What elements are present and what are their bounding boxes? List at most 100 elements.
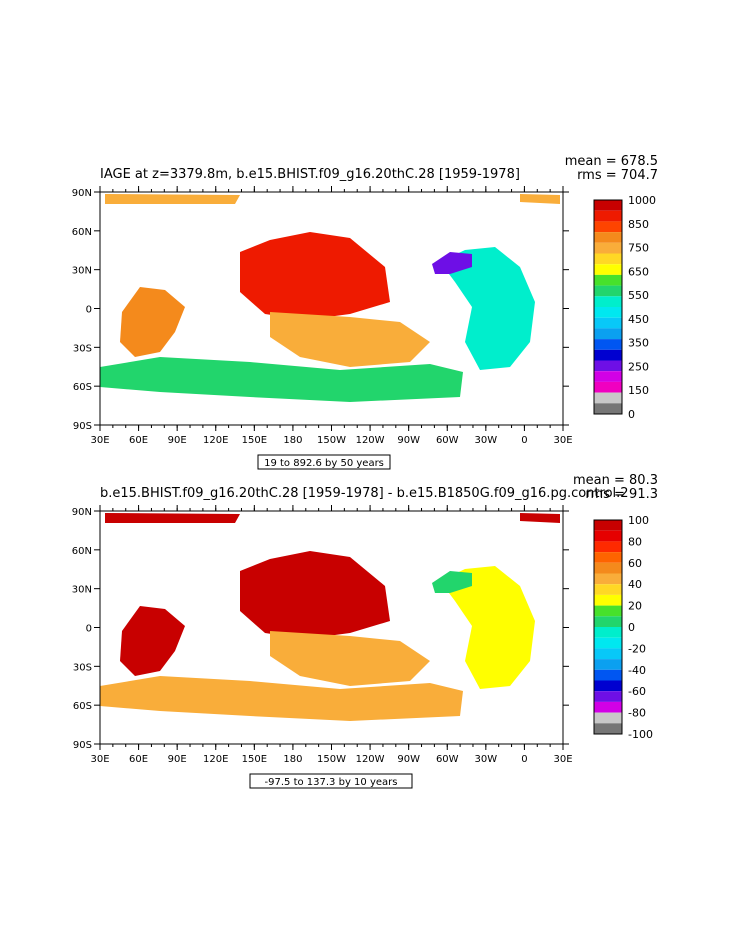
colorbar-label: 0 [628,408,635,421]
y-tick-label: 90N [72,188,92,199]
panel-diff-mean: mean = 80.3 [573,473,658,488]
colorbar-label: 750 [628,242,649,255]
panel-diff: b.e15.BHIST.f09_g16.20thC.28 [1959-1978]… [72,473,658,789]
colorbar-swatch [594,210,622,222]
panel-diff-info-box [249,773,413,789]
region-southern-ocean [100,676,463,721]
panel-diff-map [100,513,560,721]
colorbar-swatch [594,232,622,243]
colorbar-label: 150 [628,384,649,397]
colorbar-swatch [594,562,622,574]
x-tick-label: 30W [475,754,498,765]
panel-age-title: IAGE at z=3379.8m, b.e15.BHIST.f09_g16.2… [100,167,520,182]
y-tick-label: 90S [73,421,92,432]
colorbar-label: 850 [628,218,649,231]
colorbar-label: 80 [628,535,642,548]
panel-age-axes: 30E 60E 90E 120E 150E 180 150W 120W 90W 60W 30W 0 30… [72,186,573,446]
y-tick-label: 60N [72,546,92,557]
colorbar-swatch [594,381,622,393]
y-tick-label: 60S [73,701,92,712]
colorbar-swatch [594,274,622,286]
panel-age-mean: mean = 678.5 [565,154,658,169]
colorbar-swatch [594,637,622,649]
colorbar-swatch [594,530,622,542]
colorbar-swatch [594,552,622,563]
x-tick-label: 150E [242,435,267,446]
colorbar-swatch [594,616,622,627]
x-tick-label: 120E [203,754,228,765]
y-tick-label: 30N [72,585,92,596]
colorbar-swatch [594,520,622,531]
colorbar-swatch [594,680,622,692]
panel-age-info-box [257,454,391,470]
x-tick-label: 120W [356,435,385,446]
colorbar-swatch [594,584,622,595]
colorbar-swatch [594,605,622,617]
region-north-pacific [240,551,390,639]
x-tick-label: 0 [521,435,527,446]
colorbar-label: 550 [628,289,649,302]
region-south-pacific [270,631,430,686]
colorbar-swatch [594,392,622,404]
x-tick-label: 60W [436,754,459,765]
colorbar-label: -100 [628,728,653,741]
colorbar-label: 100 [628,514,649,527]
colorbar-label: 40 [628,578,642,591]
region-atlantic [440,566,535,689]
x-tick-label: 150W [317,435,346,446]
colorbar-label: -60 [628,685,646,698]
x-tick-label: 180 [283,435,302,446]
region-north-pacific [240,232,390,320]
colorbar-swatch [594,200,622,211]
x-tick-label: 30E [553,435,572,446]
x-tick-label: 120W [356,754,385,765]
colorbar-label: -20 [628,642,646,655]
colorbar-label: 0 [628,621,635,634]
colorbar-swatch [594,659,622,670]
y-tick-label: 30S [73,343,92,354]
colorbar-swatch [594,541,622,553]
colorbar-label: -80 [628,707,646,720]
region-indian-ocean [120,287,185,357]
x-tick-label: 30W [475,435,498,446]
region-southern-ocean [100,357,463,402]
y-tick-label: 0 [86,305,92,316]
panel-age-colorbar: 1000 850 750 650 550 450 350 250 150 0 [593,194,656,421]
colorbar-label: 60 [628,557,642,570]
x-tick-label: 30E [553,754,572,765]
x-tick-label: 120E [203,435,228,446]
colorbar-swatch [594,691,622,702]
colorbar-swatch [594,296,622,307]
colorbar-label: 650 [628,265,649,278]
panel-age-map [100,194,560,402]
colorbar-swatch [594,371,622,382]
x-tick-label: 90W [397,754,420,765]
y-tick-label: 60S [73,382,92,393]
colorbar-label: 20 [628,600,642,613]
colorbar-label: 1000 [628,194,656,207]
colorbar-swatch [594,594,622,606]
colorbar-swatch [594,403,622,414]
colorbar-swatch [594,339,622,350]
colorbar-swatch [594,701,622,713]
colorbar-swatch [594,349,622,361]
panel-diff-axes: 30E 60E 90E 120E 150E 180 150W 120W 90W 60W 30W 0 30… [72,505,573,765]
panel-diff-title: b.e15.BHIST.f09_g16.20thC.28 [1959-1978]… [100,486,629,501]
region-arctic [105,194,560,204]
y-tick-label: 30S [73,662,92,673]
panel-age-contour-info: 19 to 892.6 by 50 years [264,458,384,469]
region-indian-ocean [120,606,185,676]
colorbar-swatch [594,328,622,340]
colorbar-label: -40 [628,664,646,677]
colorbar-label: 450 [628,313,649,326]
x-tick-label: 90E [168,435,187,446]
y-tick-label: 90N [72,507,92,518]
colorbar-label: 250 [628,360,649,373]
y-tick-label: 30N [72,266,92,277]
x-tick-label: 90W [397,435,420,446]
colorbar-swatch [594,221,622,233]
x-tick-label: 0 [521,754,527,765]
region-labrador [432,252,472,274]
region-arctic [105,513,560,523]
